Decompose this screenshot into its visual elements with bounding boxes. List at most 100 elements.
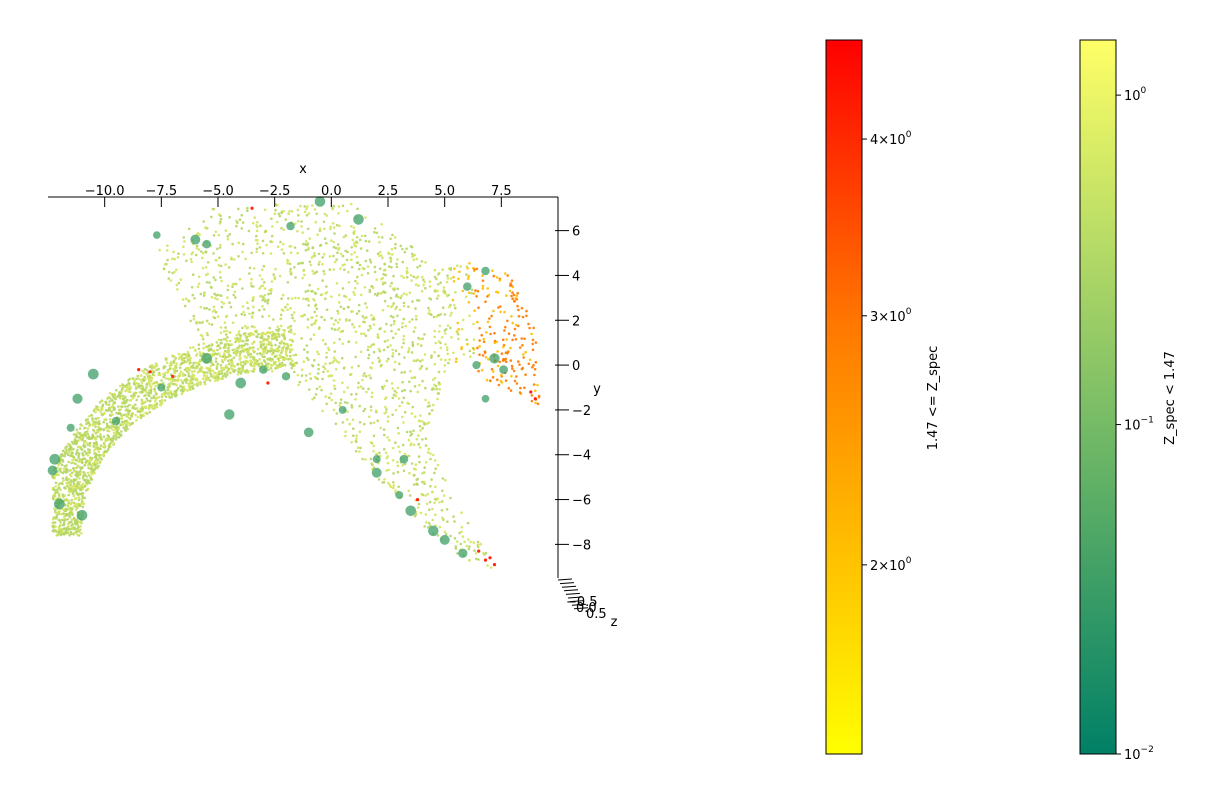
scatter-point — [385, 379, 389, 383]
scatter-point — [316, 372, 320, 375]
scatter-point — [369, 405, 373, 409]
scatter-point — [459, 265, 463, 268]
scatter-point — [413, 514, 417, 518]
scatter-point — [60, 482, 63, 485]
scatter-point — [70, 474, 73, 478]
scatter-point — [279, 342, 282, 345]
scatter-point — [339, 267, 342, 270]
scatter-point — [94, 445, 98, 448]
scatter-point — [393, 319, 396, 323]
scatter-point — [62, 533, 66, 536]
scatter-point — [111, 439, 114, 442]
scatter-point — [371, 463, 374, 467]
scatter-point — [84, 452, 88, 455]
scatter-point — [532, 383, 536, 386]
colorbar-high-fill — [825, 39, 863, 755]
scatter-point — [420, 275, 424, 279]
scatter-point — [140, 390, 144, 393]
scatter-point — [199, 292, 203, 296]
scatter-point — [127, 416, 131, 420]
scatter-point — [99, 444, 103, 447]
scatter-point — [249, 352, 253, 356]
scatter-point — [531, 338, 535, 342]
scatter-point — [293, 332, 296, 336]
scatter-point — [175, 362, 178, 365]
x-tick-label: 5.0 — [434, 184, 455, 199]
scatter-point — [276, 245, 280, 248]
scatter-point — [346, 410, 349, 414]
scatter-point — [350, 258, 353, 262]
scatter-point — [302, 360, 306, 364]
scatter-point — [405, 266, 409, 270]
scatter-point — [239, 362, 243, 365]
scatter-point — [415, 437, 419, 441]
scatter-point — [143, 371, 146, 374]
scatter-point — [345, 258, 349, 262]
scatter-point — [282, 332, 286, 335]
scatter-point — [400, 401, 404, 404]
scatter-point — [485, 331, 488, 334]
scatter-point — [374, 409, 378, 413]
scatter-point — [249, 282, 253, 285]
scatter-point — [249, 362, 253, 366]
scatter-point — [457, 277, 460, 281]
scatter-point — [387, 357, 390, 361]
scatter-point — [253, 365, 256, 368]
scatter-point — [367, 387, 370, 391]
scatter-point — [267, 314, 271, 318]
scatter-point — [294, 296, 297, 300]
scatter-point — [87, 436, 91, 439]
scatter-point — [248, 334, 251, 338]
scatter-point — [385, 359, 389, 363]
scatter-point — [393, 360, 397, 364]
scatter-point — [422, 278, 425, 282]
scatter-point — [111, 399, 114, 403]
scatter-point — [79, 472, 83, 475]
scatter-point — [421, 337, 424, 341]
scatter-point — [446, 324, 450, 328]
scatter-point — [59, 453, 63, 457]
scatter-point — [113, 392, 116, 396]
scatter-point — [273, 355, 277, 359]
scatter-point — [281, 364, 285, 368]
scatter-point — [490, 367, 494, 371]
scatter-point — [269, 347, 273, 350]
scatter-point — [56, 511, 59, 515]
scatter-point — [395, 491, 404, 500]
scatter-point — [164, 371, 167, 375]
scatter-point — [77, 498, 81, 502]
scatter-point — [518, 391, 522, 394]
scatter-point — [344, 249, 347, 253]
scatter-point — [341, 342, 345, 346]
y-tick-label: 2 — [572, 314, 580, 329]
scatter-point — [263, 208, 267, 212]
scatter-point — [341, 381, 344, 385]
scatter-point — [77, 504, 81, 508]
scatter-point — [416, 266, 419, 269]
scatter-point — [279, 324, 283, 328]
scatter-point — [390, 281, 394, 285]
scatter-point — [256, 352, 259, 356]
scatter-point — [96, 430, 99, 433]
scatter-point — [219, 220, 222, 224]
scatter-point — [348, 298, 351, 301]
scatter-point — [436, 463, 440, 467]
scatter-point — [209, 364, 213, 368]
scatter-point — [534, 360, 538, 364]
scatter-point — [98, 447, 102, 451]
scatter-point — [513, 327, 517, 331]
scatter-point — [235, 354, 238, 357]
scatter-point — [63, 486, 66, 490]
scatter-point — [286, 221, 295, 231]
scatter-point — [179, 370, 183, 374]
scatter-point — [289, 357, 293, 361]
scatter-point — [444, 332, 447, 335]
scatter-point — [449, 534, 452, 538]
scatter-point — [305, 207, 308, 211]
scatter-point — [242, 344, 246, 347]
scatter-point — [309, 263, 313, 267]
scatter-point — [479, 542, 483, 546]
scatter-point — [400, 371, 404, 374]
scatter-point — [313, 375, 317, 379]
scatter-point — [483, 558, 488, 562]
